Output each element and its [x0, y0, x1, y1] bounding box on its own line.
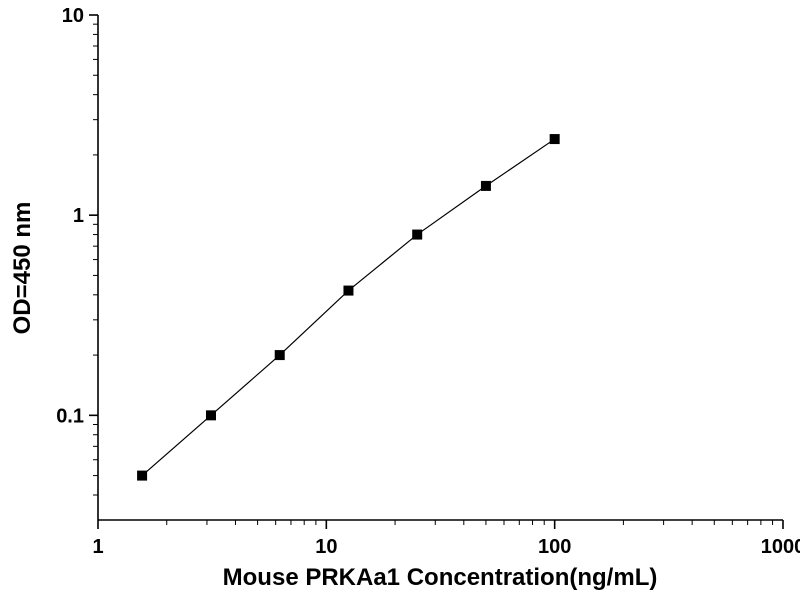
- data-point-marker: [343, 285, 354, 296]
- x-tick-label: 1: [92, 536, 103, 558]
- x-tick-label: 10: [315, 536, 337, 558]
- x-tick-label: 1000: [761, 536, 800, 558]
- y-axis-label: OD=450 nm: [9, 202, 36, 335]
- x-axis-label: Mouse PRKAa1 Concentration(ng/mL): [223, 564, 658, 591]
- y-tick-label: 1: [73, 205, 84, 227]
- x-tick-label: 100: [538, 536, 571, 558]
- plot-area: 1 10 100 1000 0.1 1 10: [56, 5, 800, 558]
- y-tick-label: 0.1: [56, 405, 84, 427]
- data-point-marker: [205, 410, 216, 421]
- data-point-marker: [480, 180, 491, 191]
- data-point-marker: [137, 470, 148, 481]
- data-point-marker: [274, 350, 285, 361]
- data-point-marker: [549, 134, 560, 145]
- data-point-marker: [412, 229, 423, 240]
- y-tick-label: 10: [62, 5, 84, 27]
- curve-line: [141, 138, 556, 477]
